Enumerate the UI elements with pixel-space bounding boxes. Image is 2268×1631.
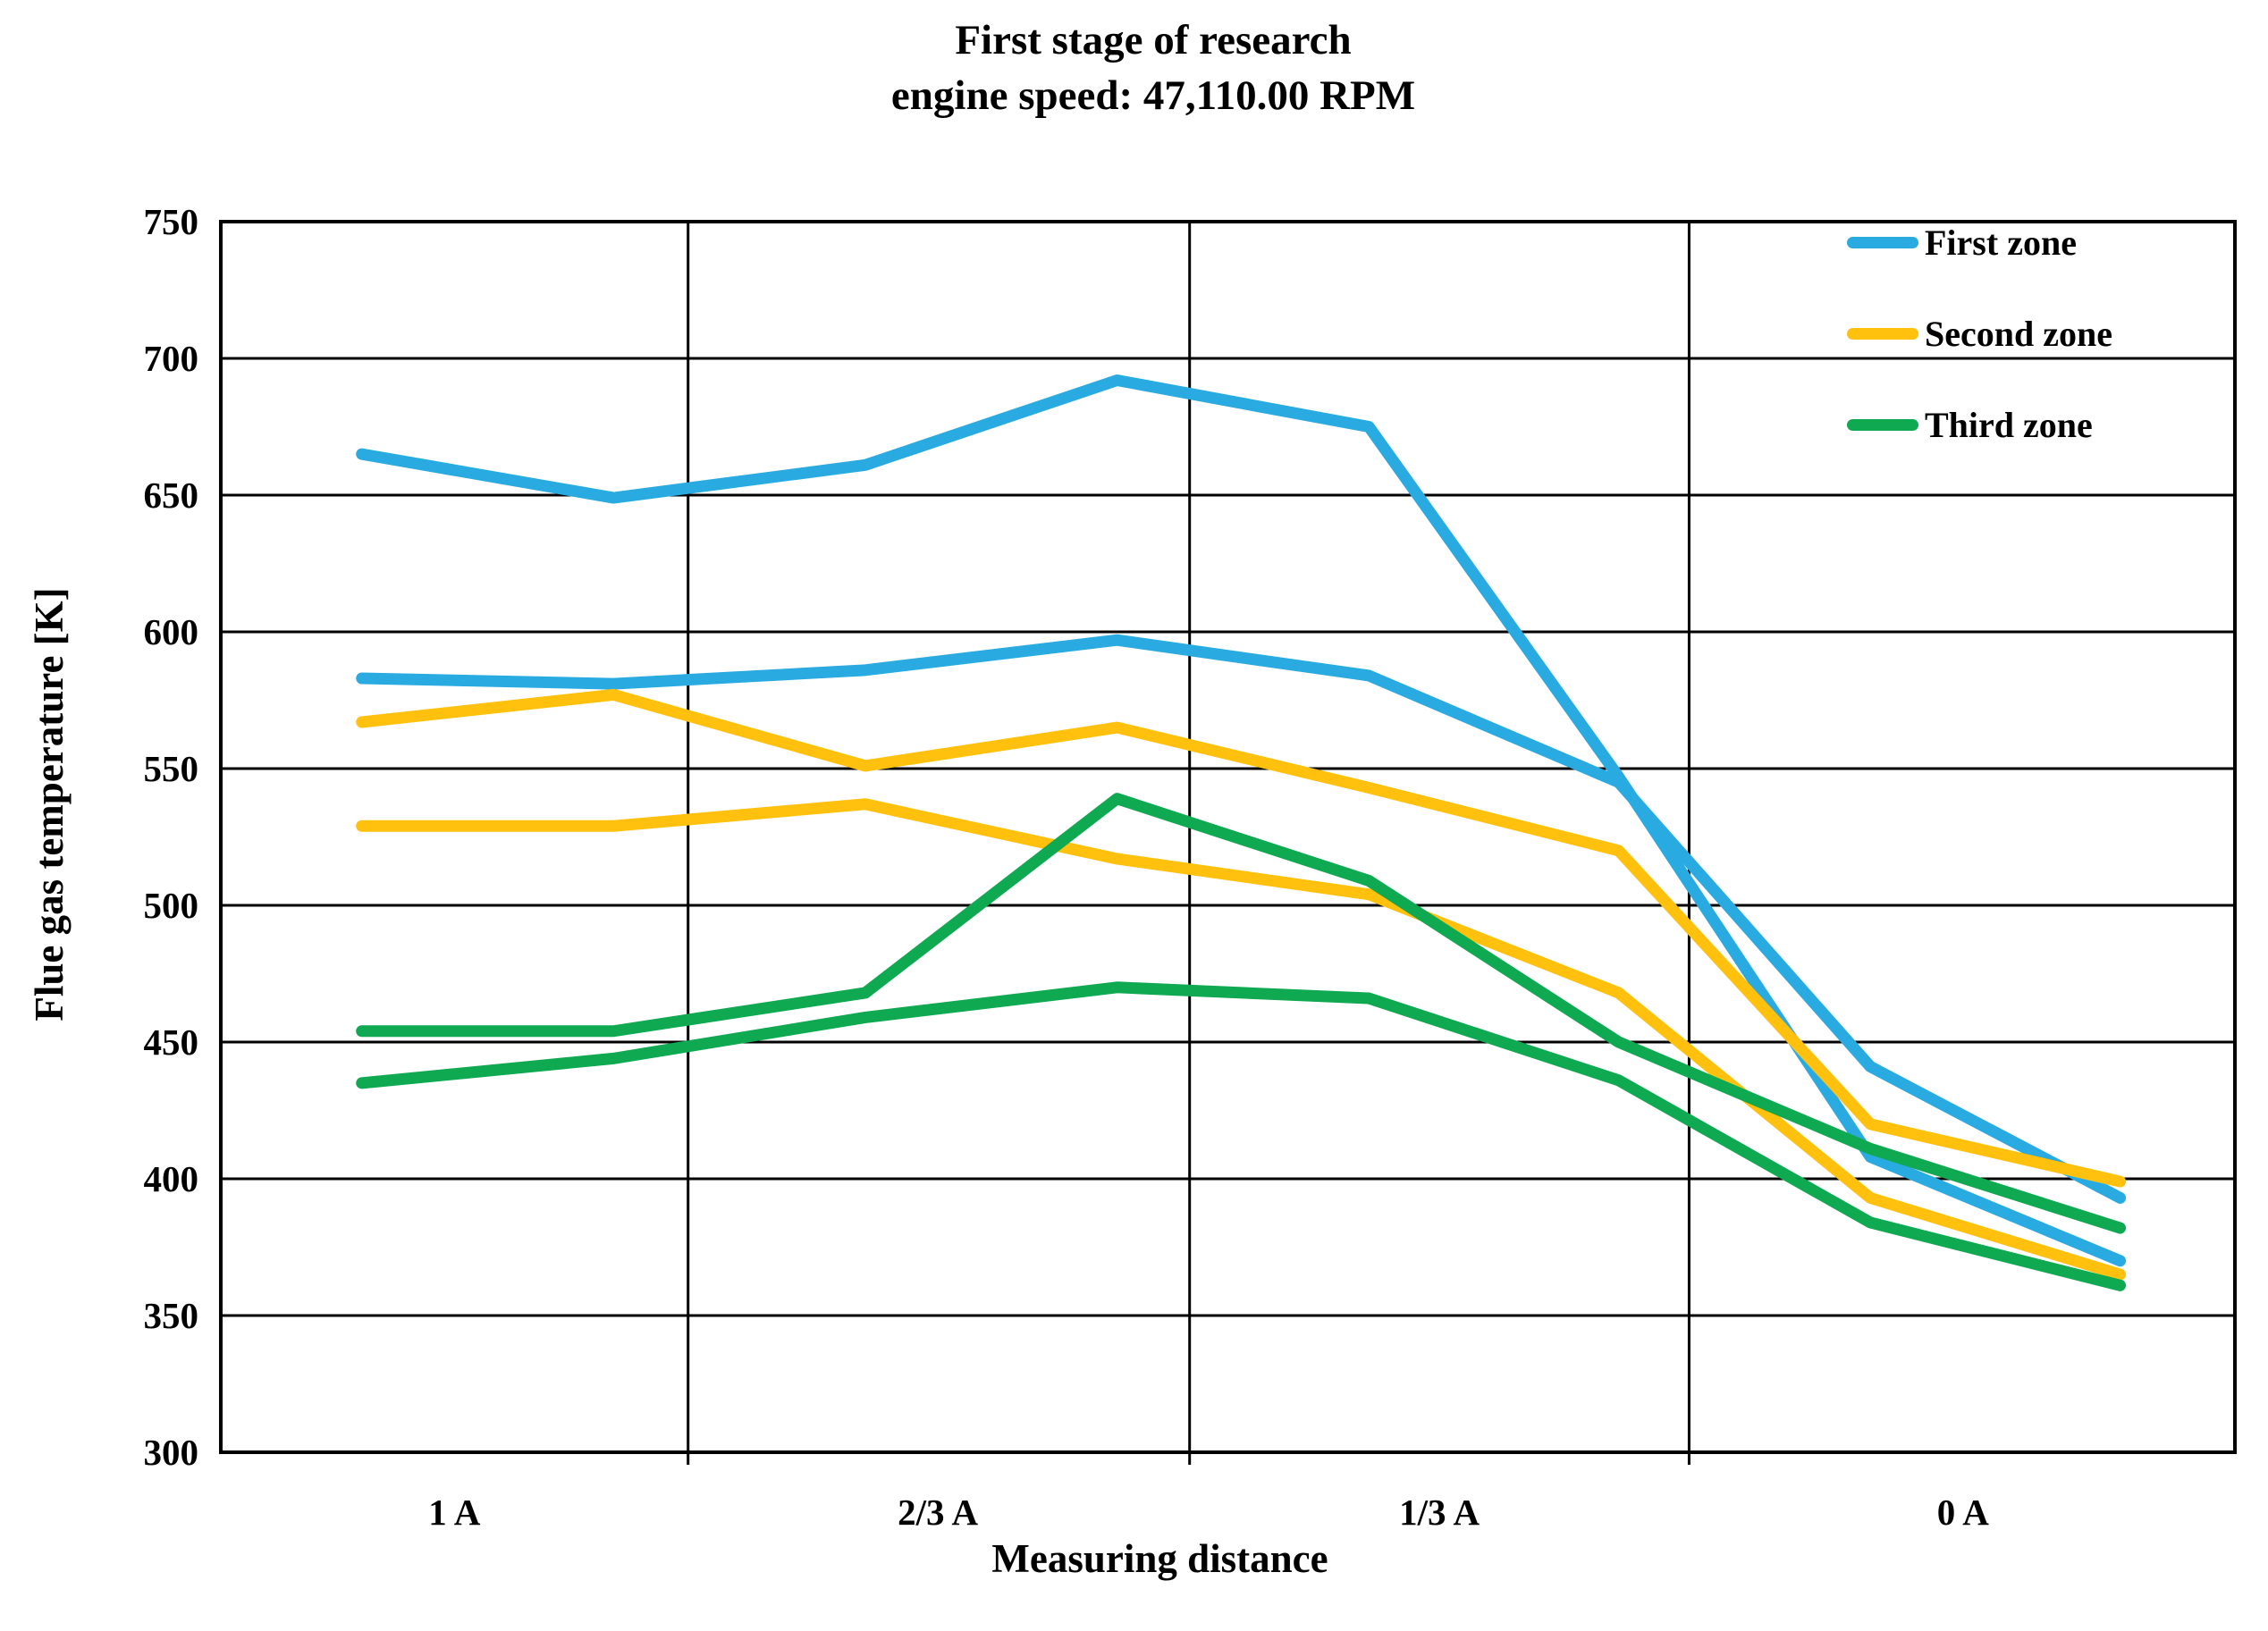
x-axis-title: Measuring distance	[991, 1536, 1328, 1581]
svg-text:1/3 A: 1/3 A	[1399, 1492, 1480, 1533]
svg-text:700: 700	[144, 338, 199, 379]
svg-text:500: 500	[144, 885, 199, 926]
chart-title-block: First stage of research engine speed: 47…	[0, 13, 2268, 123]
x-tick-labels: 1 A 2/3 A 1/3 A 0 A	[428, 1492, 1989, 1533]
svg-text:300: 300	[144, 1432, 199, 1473]
svg-text:550: 550	[144, 748, 199, 789]
chart-title: First stage of research	[955, 17, 1352, 63]
first-zone-line-swatch	[1847, 236, 1918, 248]
legend-label: Second zone	[1925, 313, 2112, 354]
svg-text:650: 650	[144, 475, 199, 516]
plot-border	[219, 220, 2237, 1454]
x-axis-tick-marks	[687, 1452, 1690, 1465]
chart-subtitle: engine speed: 47,110.00 RPM	[890, 72, 1416, 119]
legend-item-second-zone: Second zone	[1847, 288, 2112, 379]
legend-label: Third zone	[1925, 404, 2093, 445]
legend-item-third-zone: Third zone	[1847, 379, 2112, 470]
vertical-gridlines	[687, 222, 1690, 1452]
legend-item-first-zone: First zone	[1847, 197, 2112, 288]
svg-text:1 A: 1 A	[428, 1492, 480, 1533]
svg-text:350: 350	[144, 1295, 199, 1336]
legend-label: First zone	[1925, 222, 2077, 263]
svg-text:750: 750	[144, 201, 199, 242]
series-lines	[356, 374, 2127, 1291]
legend: First zone Second zone Third zone	[1847, 197, 2112, 470]
svg-text:450: 450	[144, 1021, 199, 1063]
third-zone-line-swatch	[1847, 418, 1918, 431]
svg-text:600: 600	[144, 611, 199, 652]
y-tick-labels: 750 700 650 600 550 500 450 400 350 300	[144, 201, 199, 1473]
svg-text:400: 400	[144, 1158, 199, 1199]
horizontal-gridlines	[221, 220, 2235, 1454]
svg-text:2/3 A: 2/3 A	[898, 1492, 978, 1533]
second-zone-line-swatch	[1847, 327, 1918, 340]
svg-text:0 A: 0 A	[1937, 1492, 1989, 1533]
